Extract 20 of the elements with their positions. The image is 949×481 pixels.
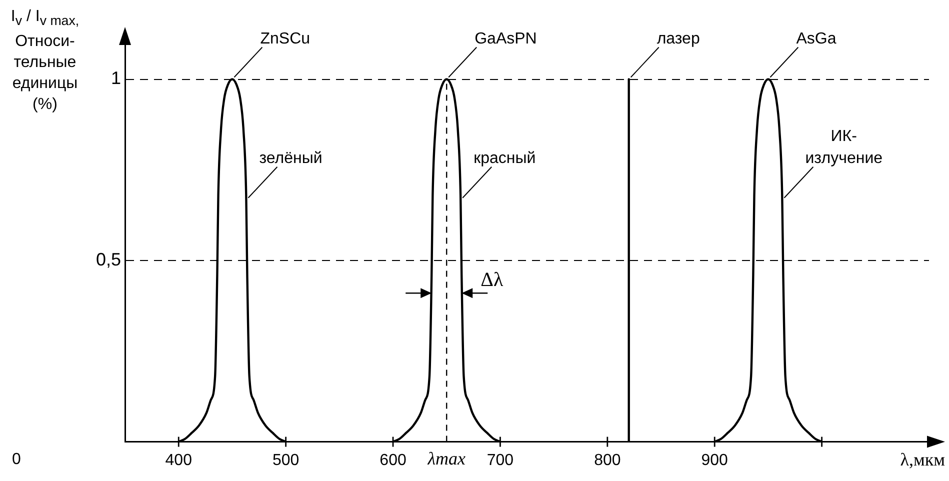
text: ZnSCu [260, 30, 310, 48]
x-tick-label: 400 [165, 452, 192, 469]
text: лазер [656, 30, 700, 48]
y-axis-title: I$_{v}$ / I$_{v max,}$ Относи-тельные единицы (%) [10, 7, 80, 116]
annotation: ИК-излучение [805, 128, 883, 167]
x-axis-title: λ,мкм [900, 450, 945, 470]
text: AsGa [796, 30, 836, 48]
x-tick-label: 600 [380, 452, 406, 469]
y-tick-label: 1 [111, 68, 122, 88]
text: 0 [12, 451, 21, 468]
x-tick-label: 800 [594, 452, 621, 469]
x-tick-label: 500 [272, 452, 300, 469]
y-tick-label: 0,5 [96, 249, 122, 270]
x-tick-label: 900 [701, 452, 728, 469]
annotation: зелёный [259, 150, 322, 167]
text: GaAsPN [474, 30, 537, 48]
annotation: Δλ [480, 269, 504, 292]
x-tick-label: 700 [486, 452, 514, 469]
ref-line-label: λmax [426, 448, 466, 469]
annotation: красный [474, 150, 536, 167]
